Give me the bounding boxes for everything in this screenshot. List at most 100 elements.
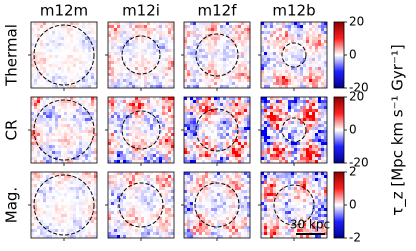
pixel <box>120 202 123 205</box>
pixel <box>321 73 324 76</box>
pixel <box>244 43 247 46</box>
pixel <box>241 97 244 100</box>
pixel <box>40 76 43 79</box>
pixel <box>120 139 123 142</box>
pixel <box>111 178 114 181</box>
pixel <box>114 67 117 70</box>
pixel <box>309 22 312 25</box>
pixel <box>205 49 208 52</box>
pixel <box>138 232 141 235</box>
pixel <box>91 229 94 232</box>
pixel <box>184 100 187 103</box>
pixel <box>306 118 309 121</box>
pixel <box>64 55 67 58</box>
pixel <box>288 124 291 127</box>
pixel <box>187 79 190 82</box>
pixel <box>76 142 79 145</box>
pixel <box>184 115 187 118</box>
pixel <box>199 103 202 106</box>
pixel <box>168 37 171 40</box>
pixel <box>285 46 288 49</box>
pixel <box>91 70 94 73</box>
pixel <box>235 97 238 100</box>
pixel <box>318 28 321 31</box>
pixel <box>294 46 297 49</box>
pixel <box>34 106 37 109</box>
pixel <box>211 79 214 82</box>
pixel <box>270 115 273 118</box>
pixel <box>40 229 43 232</box>
pixel <box>114 145 117 148</box>
pixel <box>126 52 129 55</box>
pixel <box>291 154 294 157</box>
pixel <box>294 124 297 127</box>
pixel <box>46 187 49 190</box>
pixel <box>162 55 165 58</box>
pixel <box>117 121 120 124</box>
pixel <box>150 229 153 232</box>
pixel <box>318 136 321 139</box>
pixel <box>300 37 303 40</box>
pixel <box>297 52 300 55</box>
pixel <box>40 112 43 115</box>
pixel <box>162 34 165 37</box>
pixel <box>208 157 211 160</box>
pixel <box>52 196 55 199</box>
pixel <box>214 136 217 139</box>
pixel <box>34 229 37 232</box>
pixel <box>52 205 55 208</box>
pixel <box>147 208 150 211</box>
pixel <box>108 109 111 112</box>
pixel <box>120 43 123 46</box>
pixel <box>309 154 312 157</box>
pixel <box>273 115 276 118</box>
pixel <box>297 148 300 151</box>
pixel <box>138 25 141 28</box>
pixel <box>202 34 205 37</box>
pixel <box>58 106 61 109</box>
pixel <box>31 43 34 46</box>
pixel <box>297 22 300 25</box>
pixel <box>273 67 276 70</box>
pixel <box>111 190 114 193</box>
pixel <box>187 202 190 205</box>
pixel <box>34 22 37 25</box>
pixel <box>37 178 40 181</box>
pixel <box>300 58 303 61</box>
pixel <box>282 139 285 142</box>
pixel <box>190 40 193 43</box>
pixel <box>202 25 205 28</box>
pixel <box>306 37 309 40</box>
pixel <box>135 232 138 235</box>
pixel <box>108 199 111 202</box>
pixel <box>193 40 196 43</box>
pixel <box>187 226 190 229</box>
pixel <box>108 97 111 100</box>
pixel <box>165 109 168 112</box>
pixel <box>312 55 315 58</box>
pixel <box>135 100 138 103</box>
pixel <box>276 49 279 52</box>
pixel <box>321 58 324 61</box>
pixel <box>40 190 43 193</box>
pixel <box>217 79 220 82</box>
pixel <box>40 22 43 25</box>
pixel <box>138 217 141 220</box>
pixel <box>190 31 193 34</box>
pixel <box>193 220 196 223</box>
pixel <box>318 142 321 145</box>
pixel <box>168 223 171 226</box>
pixel <box>309 148 312 151</box>
pixel <box>135 70 138 73</box>
pixel <box>193 82 196 85</box>
pixel <box>58 133 61 136</box>
pixel <box>91 145 94 148</box>
pixel <box>40 226 43 229</box>
pixel <box>82 202 85 205</box>
pixel <box>64 28 67 31</box>
pixel <box>64 211 67 214</box>
pixel <box>88 202 91 205</box>
pixel <box>40 175 43 178</box>
pixel <box>153 25 156 28</box>
pixel <box>270 121 273 124</box>
